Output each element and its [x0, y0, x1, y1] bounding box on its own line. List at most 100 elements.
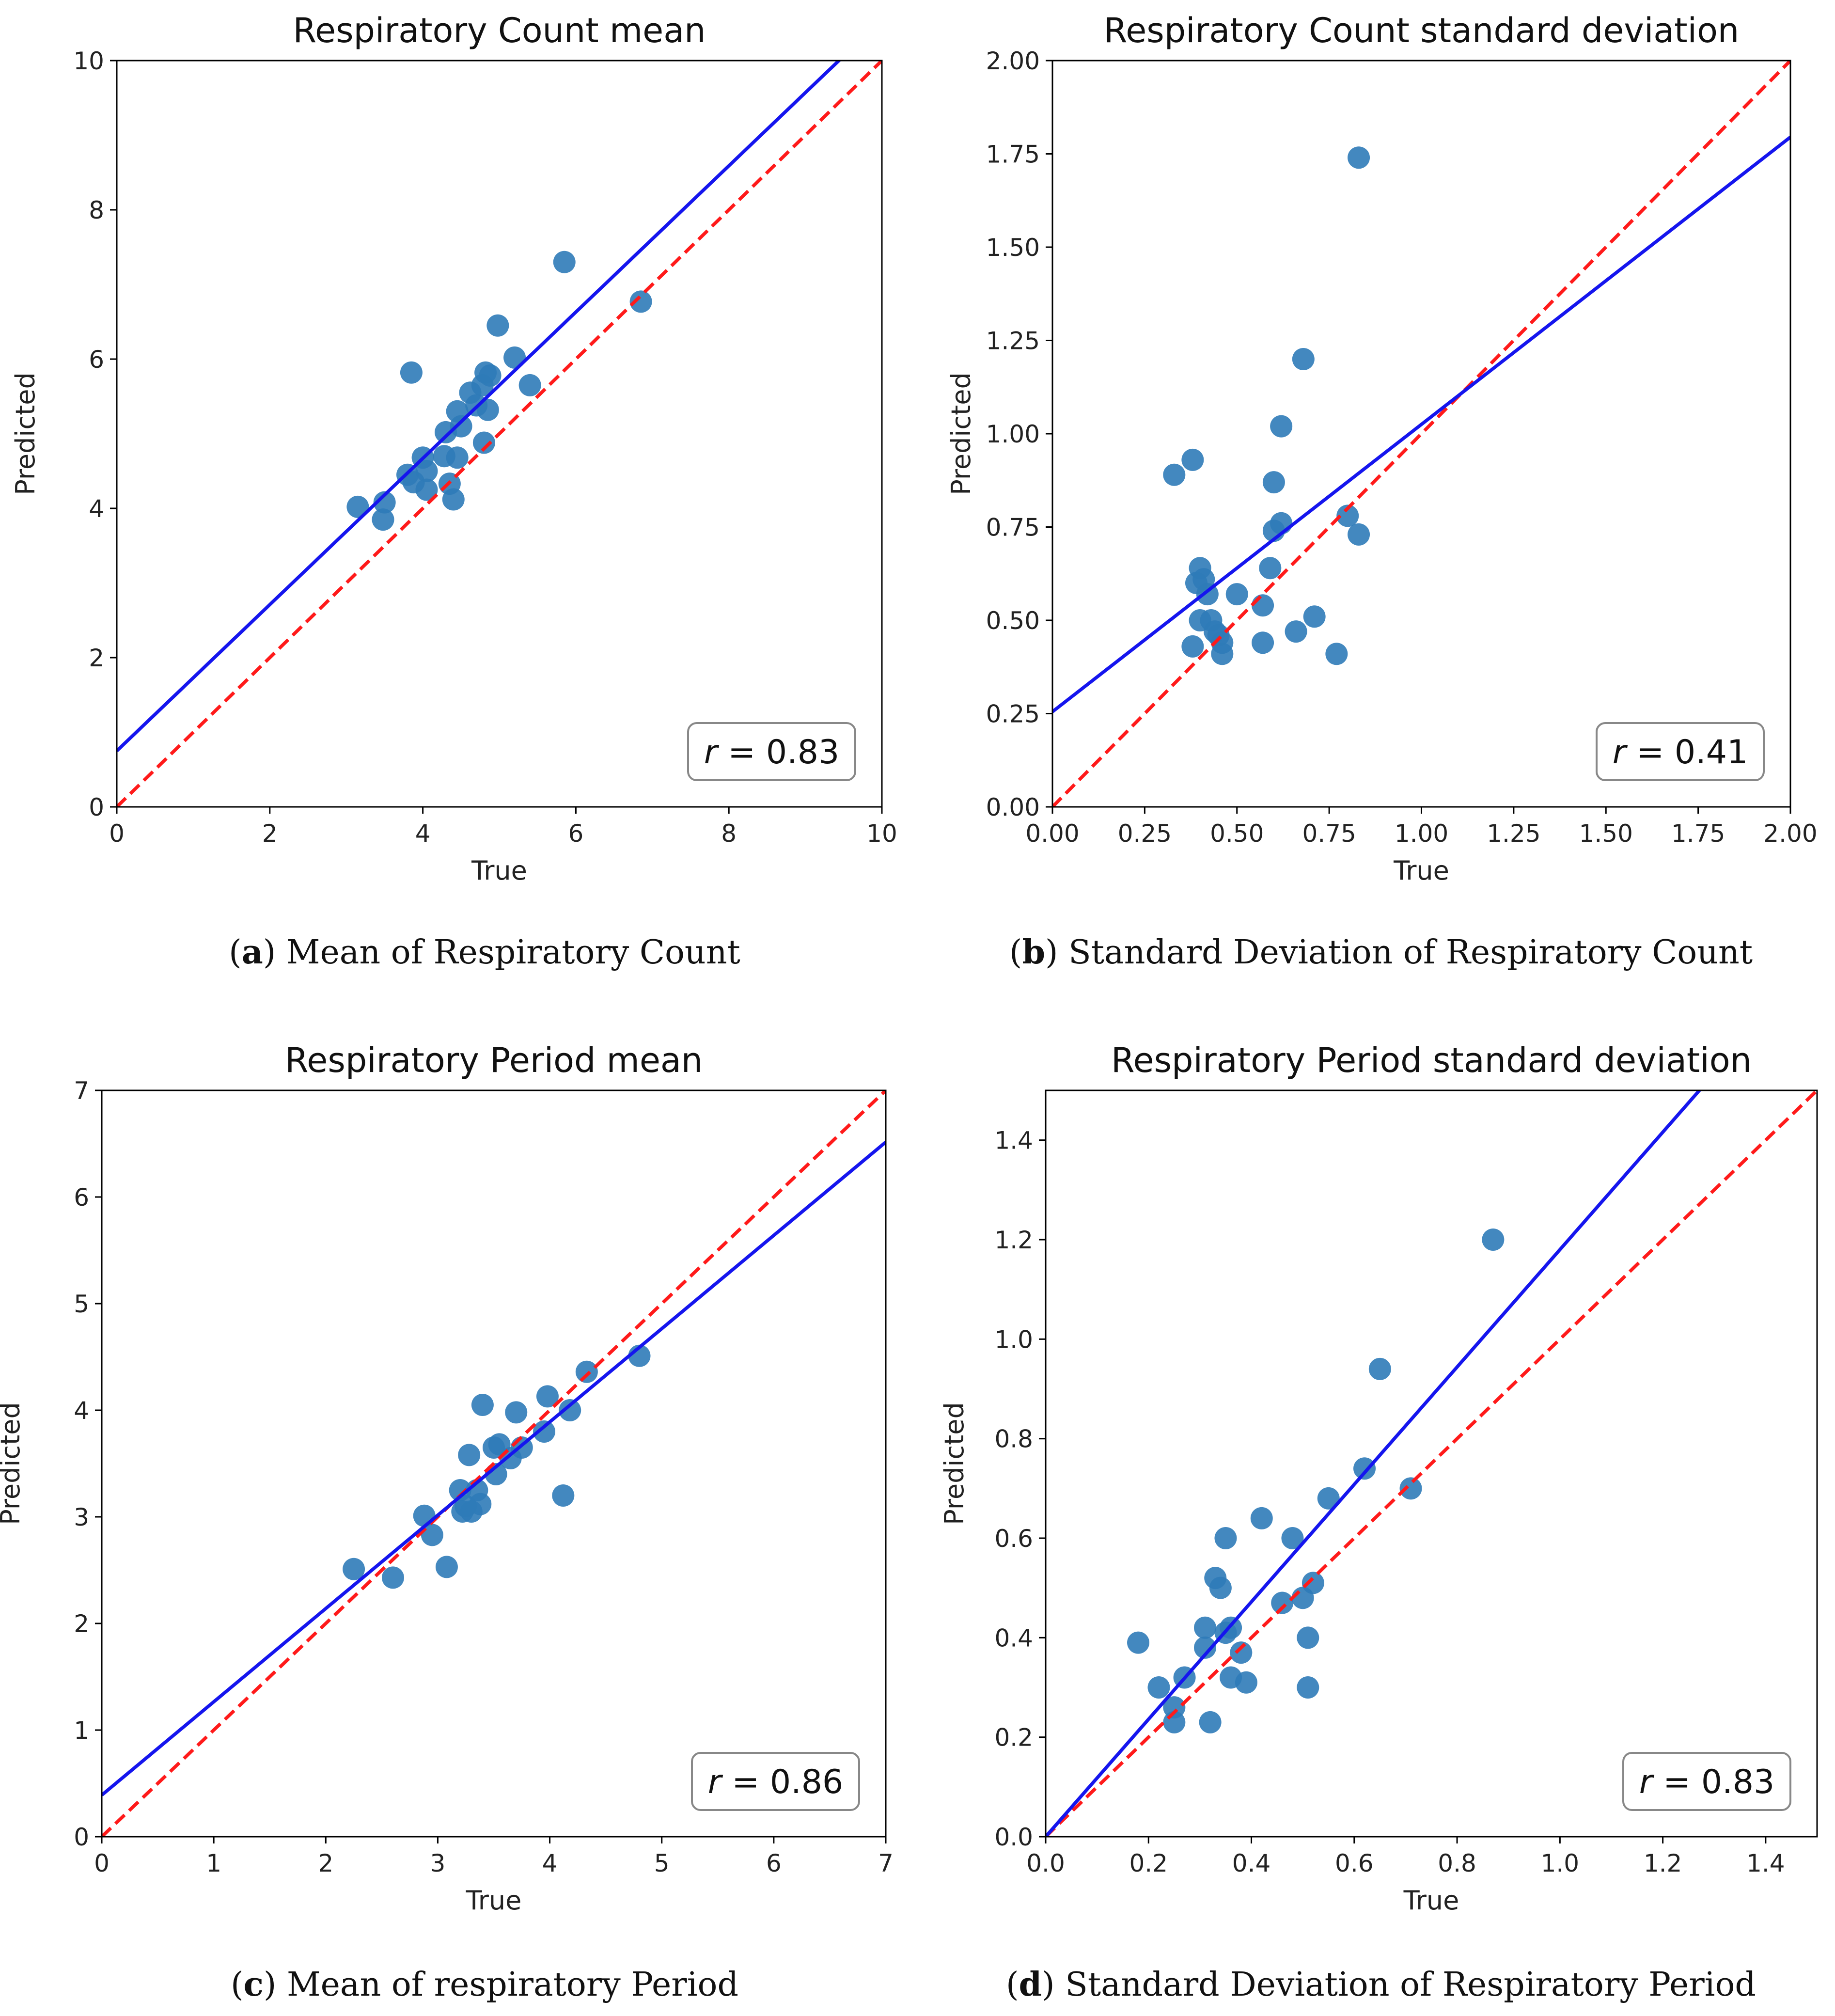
y-tick-label: 6: [74, 1183, 89, 1212]
data-point: [1163, 463, 1186, 486]
data-point: [1194, 1616, 1217, 1639]
y-tick-label: 2: [74, 1610, 89, 1638]
x-tick-label: 6: [568, 819, 583, 848]
data-point: [629, 290, 652, 313]
correlation-box: [1622, 1752, 1791, 1811]
correlation-label: r = 0.83: [704, 733, 840, 772]
x-axis-label: True: [471, 855, 527, 886]
x-tick-label: 0.2: [1129, 1849, 1168, 1877]
caption-text: Standard Deviation of Respiratory Period: [1065, 1966, 1756, 2004]
caption-text: Mean of respiratory Period: [287, 1966, 739, 2004]
y-tick-label: 0.6: [994, 1525, 1033, 1553]
data-point: [1302, 1572, 1324, 1594]
y-axis-label: Predicted: [0, 1402, 26, 1525]
y-tick-label: 1.2: [994, 1226, 1033, 1254]
caption-d: (d) Standard Deviation of Respiratory Pe…: [1006, 1965, 1756, 2004]
data-point: [1214, 1527, 1237, 1549]
correlation-box: [1596, 722, 1765, 781]
x-tick-label: 1.4: [1746, 1849, 1785, 1877]
data-point: [518, 374, 541, 396]
data-point: [479, 364, 502, 387]
y-tick-label: 4: [74, 1397, 89, 1425]
correlation-value: = 0.83: [728, 733, 839, 772]
data-point: [1399, 1477, 1422, 1500]
plot-area: [1046, 1090, 1817, 1837]
y-tick-label: 0: [89, 793, 104, 821]
x-axis-label: True: [1403, 1885, 1459, 1916]
y-tick-label: 10: [73, 47, 104, 75]
y-tick-label: 0.2: [994, 1724, 1033, 1752]
plot-area: [117, 61, 882, 807]
correlation-value: = 0.86: [732, 1763, 843, 1801]
x-tick-label: 3: [430, 1849, 446, 1877]
y-tick-label: 0.0: [994, 1823, 1033, 1851]
y-tick-label: 5: [74, 1290, 89, 1318]
caption-letter: b: [1022, 933, 1045, 972]
data-point: [1336, 504, 1359, 527]
data-point: [343, 1558, 365, 1580]
caption-letter: d: [1019, 1965, 1042, 2004]
y-tick-label: 2.00: [986, 47, 1040, 75]
data-point: [1209, 1576, 1232, 1599]
identity-line: [102, 1090, 886, 1837]
y-tick-label: 1.0: [994, 1325, 1033, 1354]
regression-line: [1046, 1090, 1702, 1837]
y-tick-label: 1.50: [986, 234, 1040, 262]
data-point: [553, 251, 576, 273]
data-point: [1270, 415, 1293, 438]
x-tick-label: 0.4: [1232, 1849, 1271, 1877]
data-point: [435, 1556, 458, 1578]
data-point: [372, 508, 394, 531]
data-point: [1348, 146, 1370, 169]
data-point: [1181, 448, 1204, 471]
data-point: [476, 398, 499, 421]
data-point: [346, 495, 369, 518]
data-point: [1317, 1487, 1340, 1510]
data-point: [1181, 635, 1204, 658]
data-point: [1225, 583, 1248, 606]
x-tick-label: 7: [878, 1849, 894, 1877]
data-point: [1270, 512, 1293, 535]
y-tick-label: 1.4: [994, 1127, 1033, 1155]
x-tick-label: 1.75: [1671, 819, 1725, 848]
y-tick-label: 0: [74, 1823, 89, 1851]
plot-title: Respiratory Period mean: [285, 1040, 703, 1080]
x-axis-label: True: [1393, 855, 1449, 886]
data-point: [1348, 523, 1370, 546]
plot-area: [102, 1090, 886, 1837]
y-tick-label: 3: [74, 1503, 89, 1531]
data-point: [1262, 471, 1285, 494]
x-tick-label: 6: [766, 1849, 782, 1877]
x-tick-label: 1.0: [1541, 1849, 1580, 1877]
data-point: [536, 1385, 559, 1408]
x-tick-label: 0.8: [1438, 1849, 1476, 1877]
caption-text: Mean of Respiratory Count: [286, 933, 740, 972]
y-tick-label: 0.75: [986, 514, 1040, 542]
panel-d: 0.0 0.2 0.4 0.6 0.8 1.0 1.2 1.4 0.0 0.2 0.4 0.6 0.8 1…: [939, 1040, 1818, 1916]
y-tick-label: 8: [89, 196, 104, 224]
data-point: [1482, 1228, 1505, 1251]
y-tick-label: 0.4: [994, 1624, 1033, 1652]
y-axis-label: Predicted: [10, 372, 41, 495]
data-point: [575, 1360, 598, 1383]
x-tick-label: 0.50: [1210, 819, 1264, 848]
x-tick-label: 8: [721, 819, 737, 848]
data-point: [1353, 1457, 1376, 1480]
x-tick-label: 5: [654, 1849, 670, 1877]
y-axis-label: Predicted: [946, 372, 976, 495]
data-point: [1211, 631, 1234, 654]
data-point: [446, 446, 469, 469]
data-point: [415, 460, 438, 482]
plot-area: [1052, 61, 1790, 807]
data-point: [458, 1444, 481, 1466]
caption-letter: c: [243, 1965, 264, 2004]
data-point: [1303, 605, 1326, 628]
correlation-symbol: r: [704, 733, 728, 772]
x-tick-label: 1.25: [1487, 819, 1540, 848]
plot-frame: [1045, 1089, 1818, 1838]
y-tick-label: 6: [89, 346, 104, 374]
data-point: [1199, 1711, 1222, 1733]
data-point: [381, 1566, 404, 1589]
data-point: [1292, 348, 1315, 370]
regression-line: [117, 61, 842, 753]
